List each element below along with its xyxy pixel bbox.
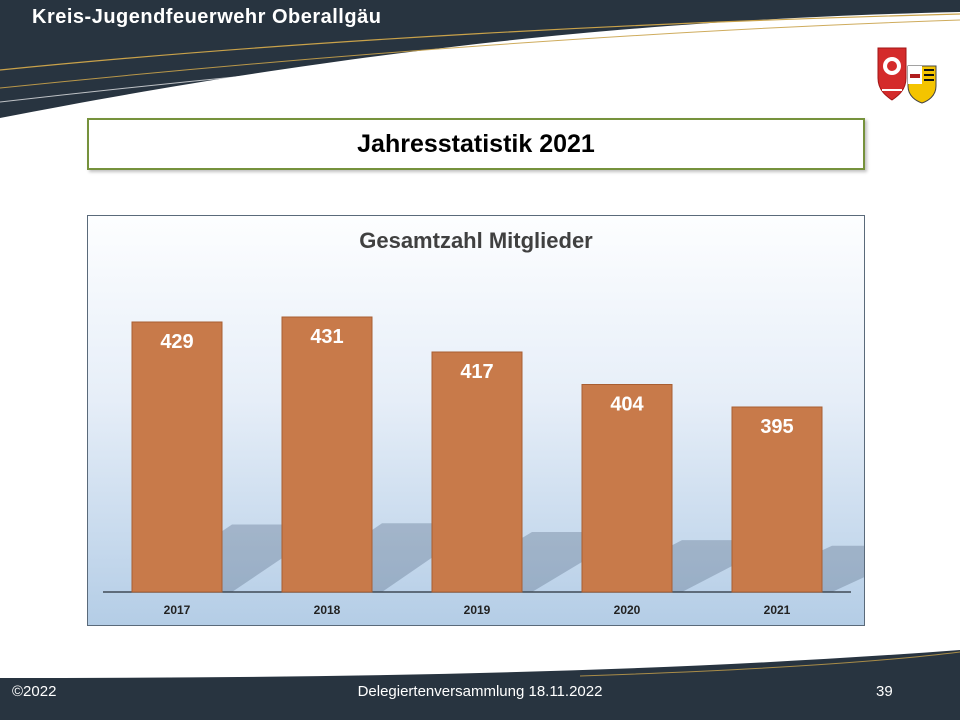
header-title: Kreis-Jugendfeuerwehr Oberallgäu: [32, 6, 382, 28]
fire-brigade-emblem-icon: [877, 47, 907, 101]
data-label-2017: 429: [160, 331, 193, 353]
organization-logos: [877, 47, 937, 104]
footer-copyright: ©2022: [12, 683, 57, 700]
data-label-2019: 417: [460, 361, 493, 383]
bar-2019: [431, 351, 523, 593]
data-label-2020: 404: [610, 394, 644, 416]
bar-2018: [281, 316, 373, 593]
bar-2021: [731, 406, 823, 593]
x-tick-label-2018: 2018: [314, 603, 341, 617]
slide-title-box: Jahresstatistik 2021: [87, 118, 865, 170]
district-coat-of-arms-icon: [907, 65, 937, 104]
slide-title: Jahresstatistik 2021: [357, 129, 595, 158]
footer-page-number: 39: [876, 683, 893, 700]
x-tick-label-2019: 2019: [464, 603, 491, 617]
x-tick-label-2020: 2020: [614, 603, 641, 617]
data-label-2021: 395: [760, 416, 793, 438]
bar-2017: [131, 321, 223, 593]
bar-2020: [581, 384, 673, 593]
chart-panel: Gesamtzahl Mitglieder 429 2017 431 2018 417 2…: [87, 215, 865, 626]
bar-chart: 429 2017 431 2018 417 2019 404 2020 395 2021: [103, 316, 864, 617]
footer-swoosh: [0, 650, 960, 720]
footer-event: Delegiertenversammlung 18.11.2022: [357, 683, 603, 700]
chart-title: Gesamtzahl Mitglieder: [359, 228, 593, 253]
x-tick-label-2021: 2021: [764, 603, 791, 617]
header-swoosh: [0, 0, 960, 118]
x-tick-label-2017: 2017: [164, 603, 191, 617]
data-label-2018: 431: [310, 326, 343, 348]
